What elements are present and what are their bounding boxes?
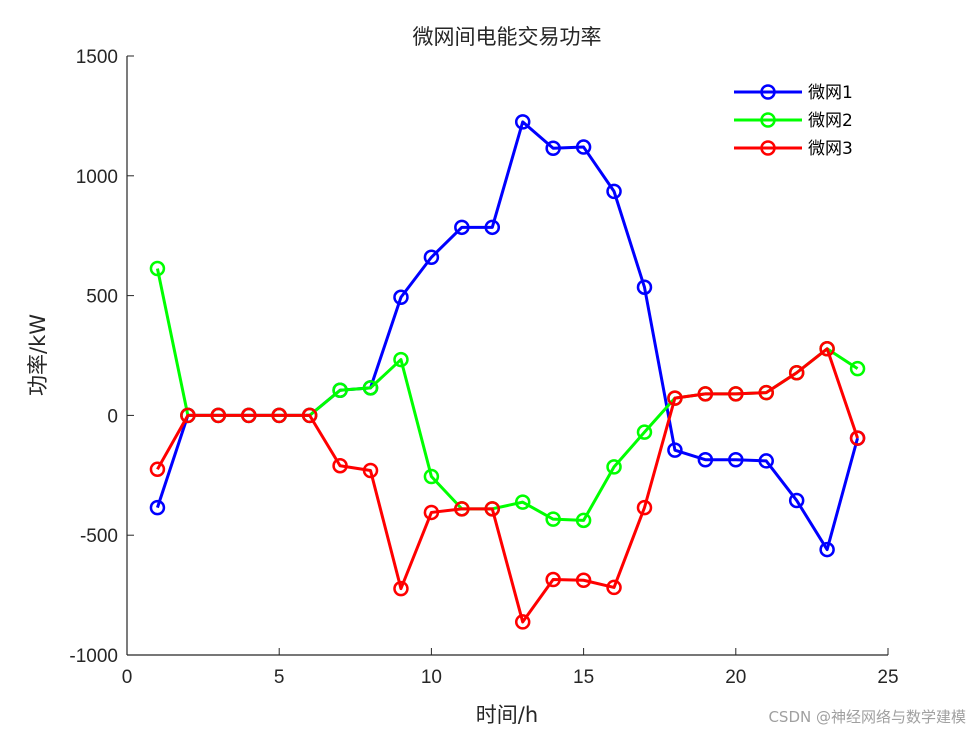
data-point (545, 571, 561, 588)
watermark: CSDN @神经网络与数学建模 (768, 708, 966, 726)
x-tick-label: 20 (725, 667, 746, 688)
data-point (545, 140, 561, 156)
series-line (156, 120, 860, 552)
data-point (301, 407, 318, 424)
data-point (575, 512, 592, 529)
y-tick-label: 0 (107, 406, 118, 427)
data-point (332, 457, 348, 474)
y-tick-label: 1500 (76, 47, 118, 68)
data-point (514, 614, 531, 630)
legend-item: 微网2 (734, 111, 853, 131)
series-1 (149, 114, 866, 558)
data-point (636, 499, 653, 516)
axes: 0 5 10 15 20 25 -1000 -500 0 500 1000 1500 (69, 47, 898, 688)
legend: 微网1 微网2 微网3 (734, 83, 853, 159)
data-point (575, 139, 592, 155)
data-point (697, 386, 714, 402)
legend-item: 微网3 (734, 139, 853, 159)
series-layer (149, 114, 866, 630)
data-point (423, 249, 440, 266)
data-point (149, 461, 166, 478)
data-point (149, 499, 166, 516)
data-point (423, 468, 440, 485)
data-point (758, 384, 774, 401)
chart-title: 微网间电能交易功率 (413, 25, 602, 49)
data-point (697, 451, 714, 468)
data-point (788, 365, 805, 381)
data-point (545, 511, 561, 527)
y-tick-label: -500 (80, 526, 118, 547)
x-tick-label: 15 (573, 667, 594, 688)
data-point (849, 430, 866, 446)
data-point (575, 572, 592, 588)
data-point (728, 386, 744, 402)
data-point (484, 501, 501, 517)
legend-label: 微网2 (808, 111, 853, 131)
data-point (758, 453, 774, 469)
data-point (454, 501, 470, 517)
legend-swatch-marker (760, 84, 776, 100)
data-point (514, 114, 531, 130)
data-point (819, 341, 835, 357)
data-point (362, 380, 379, 396)
data-point (393, 580, 409, 597)
data-point (636, 279, 653, 295)
y-tick-label: 500 (86, 287, 118, 308)
data-point (362, 462, 379, 479)
data-point (667, 442, 683, 458)
data-point (728, 451, 744, 468)
series-line (156, 347, 859, 624)
data-point (849, 360, 866, 377)
data-point (667, 390, 683, 406)
data-point (180, 407, 196, 424)
legend-item: 微网1 (734, 83, 853, 103)
data-point (819, 541, 835, 558)
data-point (393, 351, 409, 368)
data-point (606, 459, 622, 475)
data-point (423, 504, 440, 521)
legend-swatch-marker (760, 140, 776, 156)
x-tick-label: 10 (421, 667, 442, 688)
y-tick-label: -1000 (69, 646, 118, 667)
data-point (332, 382, 348, 398)
data-point (393, 289, 409, 306)
legend-label: 微网1 (808, 83, 853, 103)
x-tick-label: 25 (877, 667, 898, 688)
legend-swatch-marker (760, 112, 776, 128)
data-point (149, 260, 166, 277)
x-tick-label: 5 (274, 667, 285, 688)
data-point (210, 407, 227, 424)
legend-label: 微网3 (808, 139, 853, 159)
series-3 (149, 341, 866, 630)
y-axis-label: 功率/kW (26, 314, 50, 396)
data-point (454, 219, 470, 236)
data-point (636, 424, 653, 440)
data-point (606, 183, 622, 200)
data-point (606, 579, 622, 596)
x-tick-label: 0 (122, 667, 133, 688)
data-point (484, 219, 501, 236)
data-point (788, 492, 805, 509)
y-tick-label: 1000 (76, 167, 118, 188)
data-point (514, 494, 531, 510)
data-point (241, 407, 257, 424)
x-axis-label: 时间/h (476, 703, 538, 727)
data-point (271, 407, 287, 424)
